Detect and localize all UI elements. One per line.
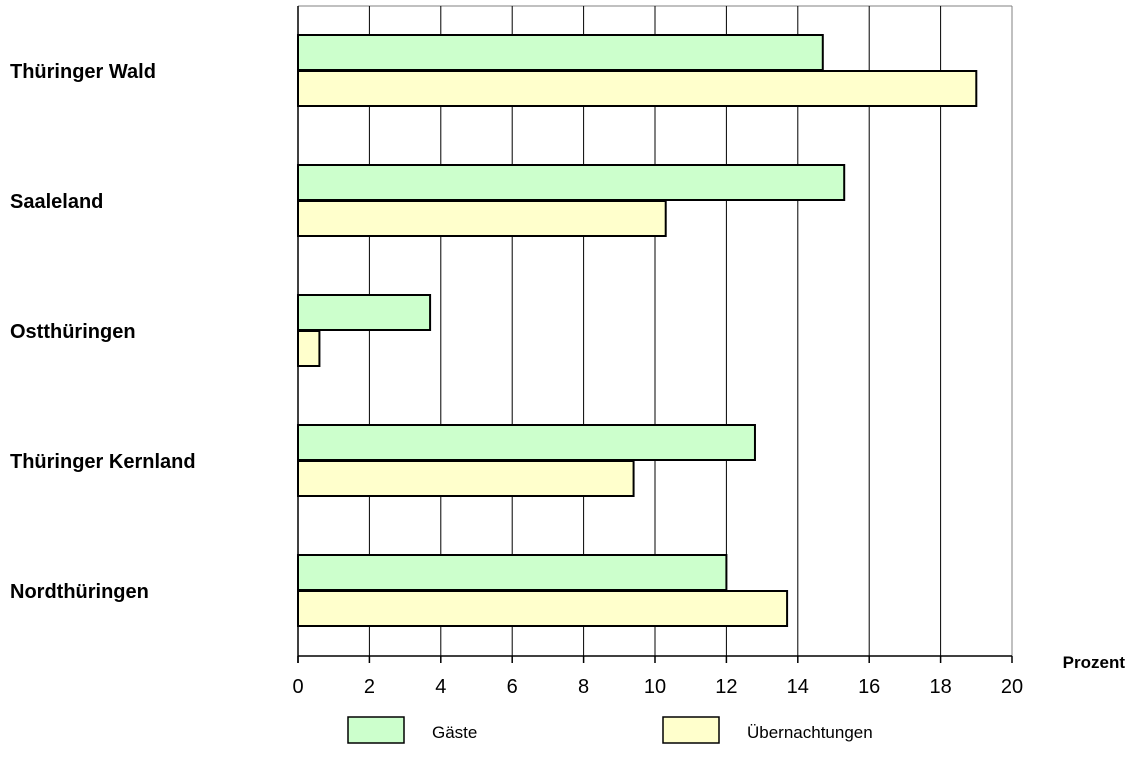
x-tick-label: 10 [644, 676, 666, 698]
bar-gaeste [297, 294, 432, 331]
bar-gaeste [297, 554, 728, 591]
bar-uebernachtungen [297, 200, 667, 237]
axis-unit-label: Prozent [1063, 653, 1126, 672]
x-tick-label: 20 [1001, 676, 1023, 698]
x-tick-label: 6 [507, 676, 518, 698]
x-tick-label: 18 [929, 676, 951, 698]
bar-gaeste [297, 164, 846, 201]
legend-label: Übernachtungen [747, 723, 873, 742]
x-tick-label: 0 [292, 676, 303, 698]
legend: Gäste Übernachtungen [347, 716, 873, 744]
bars [297, 34, 978, 627]
grid-lines [298, 5, 1013, 656]
legend-label: Gäste [432, 723, 477, 742]
bar-uebernachtungen [297, 70, 978, 107]
legend-swatch [347, 716, 405, 744]
x-tick-label: 14 [787, 676, 809, 698]
legend-swatch [662, 716, 720, 744]
bar-uebernachtungen [297, 330, 321, 367]
category-label: Ostthüringen [10, 321, 136, 343]
x-tick-label: 16 [858, 676, 880, 698]
bar-uebernachtungen [297, 590, 789, 627]
x-tick-label: 12 [715, 676, 737, 698]
x-tick-label: 4 [435, 676, 446, 698]
x-tick-label: 8 [578, 676, 589, 698]
category-label: Thüringer Kernland [10, 451, 196, 473]
bar-gaeste [297, 34, 824, 71]
category-labels: Thüringer Wald Saaleland Ostthüringen Thüri… [10, 61, 196, 603]
axes [297, 6, 1013, 663]
category-label: Nordthüringen [10, 581, 149, 603]
category-label: Saaleland [10, 191, 103, 213]
tick-labels: 0 2 4 6 8 10 12 14 16 18 20 [292, 676, 1023, 698]
bar-gaeste [297, 424, 756, 461]
bar-uebernachtungen [297, 460, 635, 497]
category-label: Thüringer Wald [10, 61, 156, 83]
x-tick-label: 2 [364, 676, 375, 698]
